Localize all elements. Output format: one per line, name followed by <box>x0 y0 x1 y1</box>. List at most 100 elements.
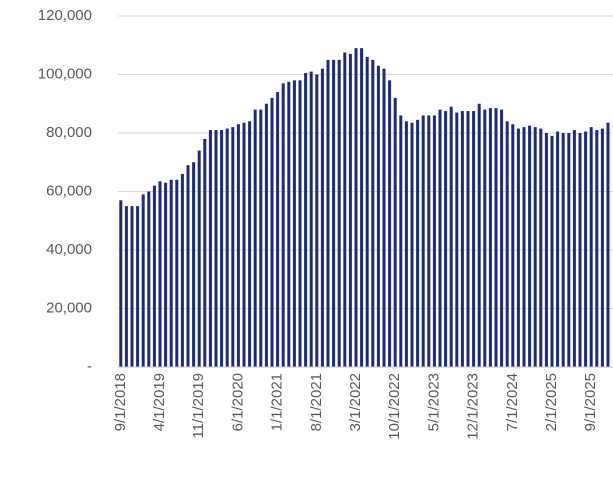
bar <box>550 135 554 367</box>
bar <box>572 130 576 367</box>
bar <box>326 59 330 367</box>
bar <box>360 48 364 368</box>
bar <box>584 131 588 367</box>
x-tick-label: 1/1/2021 <box>269 373 286 431</box>
bar <box>477 103 481 367</box>
x-tick-label: 8/1/2021 <box>308 373 325 431</box>
bar <box>427 115 431 367</box>
bar <box>248 121 252 367</box>
bar <box>141 194 145 367</box>
bar <box>236 124 240 367</box>
bar <box>393 97 397 368</box>
bar <box>197 150 201 367</box>
bar <box>292 80 296 367</box>
bar <box>466 111 470 367</box>
bar <box>164 182 168 367</box>
bar <box>270 97 274 368</box>
bar <box>544 133 548 367</box>
bar <box>180 173 184 367</box>
bar <box>192 162 196 367</box>
bar <box>410 122 414 367</box>
y-tick-label: 80,000 <box>46 124 92 141</box>
bar <box>203 138 207 367</box>
x-tick-label: 4/1/2019 <box>151 373 168 431</box>
x-tick-label: 9/1/2018 <box>112 373 129 431</box>
bar <box>281 83 285 368</box>
bar <box>399 115 403 367</box>
x-tick-label: 5/1/2023 <box>425 373 442 431</box>
bar <box>130 206 134 367</box>
bar <box>589 127 593 368</box>
bar <box>376 65 380 367</box>
x-tick-label: 7/1/2024 <box>504 373 521 431</box>
y-tick-label: 100,000 <box>38 65 92 82</box>
bar <box>309 71 313 367</box>
bar <box>421 115 425 367</box>
x-tick-label: 12/1/2023 <box>465 373 482 440</box>
y-tick-label: 60,000 <box>46 182 92 199</box>
bar <box>516 128 520 367</box>
x-tick-label: 11/1/2019 <box>190 373 207 439</box>
bar <box>533 127 537 368</box>
bar <box>449 106 453 368</box>
bar <box>276 92 280 368</box>
bar <box>343 52 347 367</box>
bar <box>382 68 386 368</box>
bar <box>455 112 459 368</box>
x-tick-label: 10/1/2022 <box>386 373 403 440</box>
bar <box>264 103 268 367</box>
bar <box>578 133 582 367</box>
bar <box>371 59 375 367</box>
bar <box>438 109 442 367</box>
bar <box>147 191 151 367</box>
bar <box>606 122 610 367</box>
bar <box>348 54 352 368</box>
bar <box>315 74 319 367</box>
bar <box>522 127 526 368</box>
bar <box>561 133 565 367</box>
bar <box>488 108 492 367</box>
bar <box>208 130 212 367</box>
x-tick-label: 3/1/2022 <box>347 373 364 431</box>
bar <box>337 59 341 367</box>
x-tick-label: 9/1/2025 <box>582 373 599 431</box>
bar <box>600 128 604 367</box>
y-tick-label: 40,000 <box>46 241 92 258</box>
bar <box>152 185 156 367</box>
bar <box>494 108 498 367</box>
bar <box>287 81 291 367</box>
bar <box>320 68 324 368</box>
bar <box>242 122 246 367</box>
bar <box>500 109 504 367</box>
bar <box>354 48 358 368</box>
bar <box>158 181 162 367</box>
bar <box>505 121 509 367</box>
bar <box>556 131 560 367</box>
bar <box>416 119 420 368</box>
y-tick-label: 120,000 <box>38 7 92 24</box>
bar <box>432 115 436 367</box>
bar <box>220 130 224 367</box>
bar <box>388 80 392 367</box>
bar <box>298 80 302 367</box>
bar <box>444 111 448 367</box>
x-tick-label: 6/1/2020 <box>229 373 246 431</box>
bar <box>332 59 336 367</box>
x-tick-label: 2/1/2025 <box>543 373 560 431</box>
bar <box>124 206 128 367</box>
bar <box>225 128 229 367</box>
bar <box>214 130 218 367</box>
bar <box>136 206 140 367</box>
bar <box>472 111 476 367</box>
y-tick-label: - <box>87 358 92 375</box>
bar <box>175 179 179 367</box>
bar <box>483 109 487 367</box>
bar <box>528 125 532 367</box>
bar <box>595 130 599 367</box>
bar <box>186 165 190 367</box>
bar <box>231 127 235 368</box>
bar <box>511 124 515 367</box>
y-tick-label: 20,000 <box>46 299 92 316</box>
bar <box>539 128 543 367</box>
